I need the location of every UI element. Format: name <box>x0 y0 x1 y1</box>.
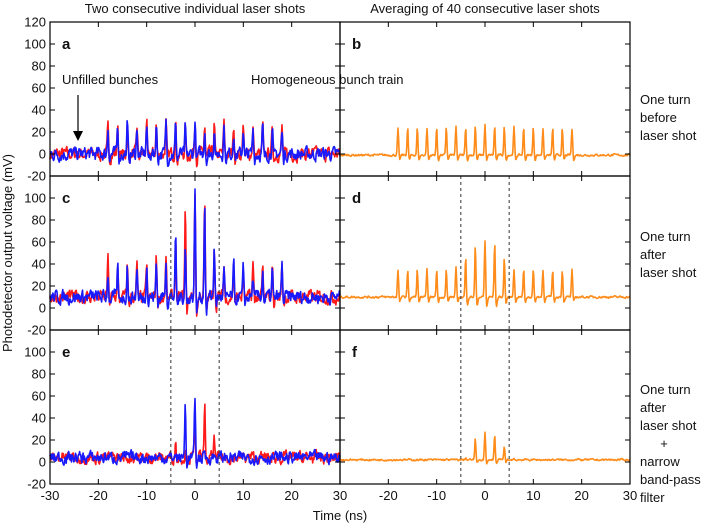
series-line-a-2 <box>49 118 341 167</box>
y-tick-label: 20 <box>32 279 46 294</box>
y-tick-label: 80 <box>32 213 46 228</box>
row-label-line: before <box>640 110 677 125</box>
x-tick-label: -10 <box>427 488 446 503</box>
row-label-line: filter <box>640 490 665 505</box>
y-tick-label: 80 <box>32 59 46 74</box>
y-tick-label: 20 <box>32 433 46 448</box>
panel-letter-b: b <box>352 36 361 53</box>
panel-letter-c: c <box>62 190 70 207</box>
y-tick-label: -20 <box>27 477 46 492</box>
column-title-left: Two consecutive individual laser shots <box>85 1 306 16</box>
annotation-homogeneous-bunch-train: Homogeneous bunch train <box>251 72 404 87</box>
row-label-line: laser shot <box>640 128 697 143</box>
series-line-b-1 <box>339 123 631 162</box>
x-tick-label: 0 <box>481 488 488 503</box>
panel-letter-d: d <box>352 190 361 207</box>
row-label-line: One turn <box>640 229 691 244</box>
row-label-line: narrow <box>640 454 680 469</box>
x-tick-label: 10 <box>236 488 250 503</box>
y-tick-label: 100 <box>24 37 46 52</box>
y-axis-label: Photodetector output voltage (mV) <box>0 154 15 352</box>
y-tick-label: 100 <box>24 191 46 206</box>
y-tick-label: 100 <box>24 345 46 360</box>
x-tick-label: 30 <box>333 488 347 503</box>
panel-a: -20 0 20 40 60 80 100 120 a <box>24 15 341 184</box>
y-tick-label: 40 <box>32 257 46 272</box>
x-tick-label: -20 <box>89 488 108 503</box>
panel-letter-e: e <box>62 344 70 361</box>
x-tick-label: -10 <box>137 488 156 503</box>
y-tick-label: -20 <box>27 169 46 184</box>
panel-b: b <box>339 21 631 177</box>
row-label-line: laser shot <box>640 418 697 433</box>
y-tick-label: 40 <box>32 411 46 426</box>
y-tick-label: 60 <box>32 81 46 96</box>
panel-d: d <box>339 175 631 331</box>
panel-letter-a: a <box>62 36 71 53</box>
row-label-line: after <box>640 247 667 262</box>
row-label-line: laser shot <box>640 265 697 280</box>
column-title-right: Averaging of 40 consecutive laser shots <box>370 1 600 16</box>
x-tick-label: -30 <box>41 488 60 503</box>
row-label-line: after <box>640 400 667 415</box>
panel-frame <box>339 21 631 177</box>
annotation-unfilled-bunches: Unfilled bunches <box>62 72 159 87</box>
y-tick-label: 60 <box>32 235 46 250</box>
y-tick-label: 0 <box>39 147 46 162</box>
y-tick-label: 120 <box>24 15 46 30</box>
y-tick-label: 0 <box>39 455 46 470</box>
series-line-d-1 <box>339 240 631 308</box>
x-tick-label: 30 <box>623 488 637 503</box>
x-tick-label: 10 <box>526 488 540 503</box>
series-line-c-2 <box>49 188 341 316</box>
x-tick-label: 0 <box>191 488 198 503</box>
row-label-line: One turn <box>640 92 691 107</box>
row-label-line: band-pass <box>640 472 701 487</box>
x-tick-label: 20 <box>574 488 588 503</box>
series-line-e-2 <box>49 397 341 469</box>
y-tick-label: 20 <box>32 125 46 140</box>
y-tick-label: -20 <box>27 323 46 338</box>
y-tick-label: 80 <box>32 367 46 382</box>
row-label-line: One turn <box>640 382 691 397</box>
panel-c: -20 0 20 40 60 80 100 c <box>24 175 341 338</box>
panel-f: -20 -10 0 10 20 30 f <box>339 329 637 503</box>
y-tick-label: 40 <box>32 103 46 118</box>
x-axis-label: Time (ns) <box>313 508 367 523</box>
x-tick-label: 20 <box>284 488 298 503</box>
panel-letter-f: f <box>352 344 358 361</box>
y-tick-label: 60 <box>32 389 46 404</box>
arrow-icon <box>73 95 83 141</box>
x-tick-label: -20 <box>379 488 398 503</box>
series-line-f-1 <box>339 431 631 465</box>
row-label-line: + <box>660 436 668 451</box>
y-tick-label: 0 <box>39 301 46 316</box>
